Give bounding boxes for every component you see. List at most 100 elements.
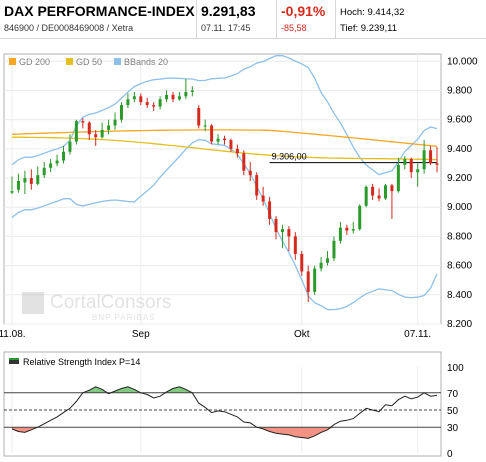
candle [313,265,317,295]
candle-body [94,134,98,138]
candle [345,224,349,235]
candle-body [152,105,156,107]
date-x-axis: 11.08. Sep Okt 07.11. [0,329,431,340]
candle-body [261,195,265,202]
rsi-title: Relative Strength Index P=14 [23,357,140,367]
candle [300,251,304,276]
instrument-cell: DAX PERFORMANCE-INDEX 846900 / DE0008469… [0,0,197,38]
watermark-logo-icon [22,292,44,314]
quote-datetime: 07.11. 17:45 [201,23,251,33]
legend-swatch-gd50 [66,58,73,65]
legend-gd200: GD 200 [19,57,50,67]
candle [152,102,156,111]
candle [87,121,91,141]
candle [332,236,336,262]
rsi-tick-label: 0 [447,449,453,460]
candle-body [81,121,85,123]
day-low: Tief: 9.239,11 [340,23,397,34]
price-grid [4,54,441,325]
candle [177,91,181,101]
candle [422,140,426,174]
candle [280,224,284,249]
candle [94,129,98,146]
candle-body [358,205,362,230]
candle [42,162,46,179]
candle-body [377,195,381,199]
rsi-tick-label: 50 [447,406,459,417]
candle [203,119,207,132]
watermark: CortalConsors BNP PARIBAS [22,292,171,322]
change-absolute: -85,58 [281,23,307,33]
candle [268,197,272,225]
candle-body [119,105,123,120]
candle [235,144,239,158]
price-tick-label: 8.200 [447,319,472,330]
change-percent: -0,91% [281,3,326,19]
candle [261,186,265,206]
candle-body [403,159,407,165]
low-label: Tief: [340,23,359,34]
watermark-sub: BNP PARIBAS [92,313,156,322]
candle [216,134,220,145]
candle [81,118,85,129]
rsi-legend-swatch [9,358,19,364]
candle [55,154,59,167]
candle-body [23,178,27,183]
candle [49,159,53,173]
candle [319,256,323,272]
candle-body [171,94,175,100]
candle-body [223,138,226,141]
high-value: 9.414,32 [367,7,405,18]
candle-body [409,159,413,173]
legend-swatch-gd200 [9,58,16,65]
candle-body [132,96,136,100]
candle [429,145,433,165]
candle-body [216,138,220,142]
date-tick-label: Sep [132,329,150,340]
candle [287,226,291,252]
candle-body [36,175,40,184]
candle [165,90,169,103]
gd50-line [12,136,438,161]
candle [358,204,362,231]
legend-bbands: BBands 20 [124,57,168,67]
candle [158,96,162,110]
candle-body [268,201,272,219]
candle-body [145,102,149,106]
candle [139,93,143,106]
candle-body [351,229,355,231]
change-cell: -0,91% -85,58 [277,0,336,38]
candle [210,124,214,145]
candle [171,91,175,103]
candle-body [113,119,117,126]
candle-body [293,236,297,254]
candle-body [416,169,420,173]
candle-body [62,151,66,161]
legend-gd50: GD 50 [76,57,102,67]
candle [274,216,278,240]
last-price: 9.291,83 [201,3,256,19]
candle [338,221,342,244]
moving-averages [11,129,438,161]
candle [403,156,407,170]
candle-body [10,191,14,193]
candle-body [190,90,194,92]
candle [377,188,381,202]
instrument-title: DAX PERFORMANCE-INDEX [4,3,195,19]
date-tick-label: 11.08. [0,329,26,340]
candle [145,97,149,108]
candle-body [429,150,433,164]
candle-body [184,91,188,97]
high-low-cell: Hoch: 9.414,32 Tief: 9.239,11 [336,0,486,38]
candle-body [242,153,246,171]
rsi-overbought-fill [12,386,437,393]
candle-body [280,229,284,233]
candle [248,162,252,181]
price-tick-label: 9.800 [447,85,472,96]
candle [100,122,104,139]
candle [435,146,439,173]
candle [62,145,66,164]
candle-body [274,218,278,233]
low-value: 9.239,11 [360,23,398,34]
